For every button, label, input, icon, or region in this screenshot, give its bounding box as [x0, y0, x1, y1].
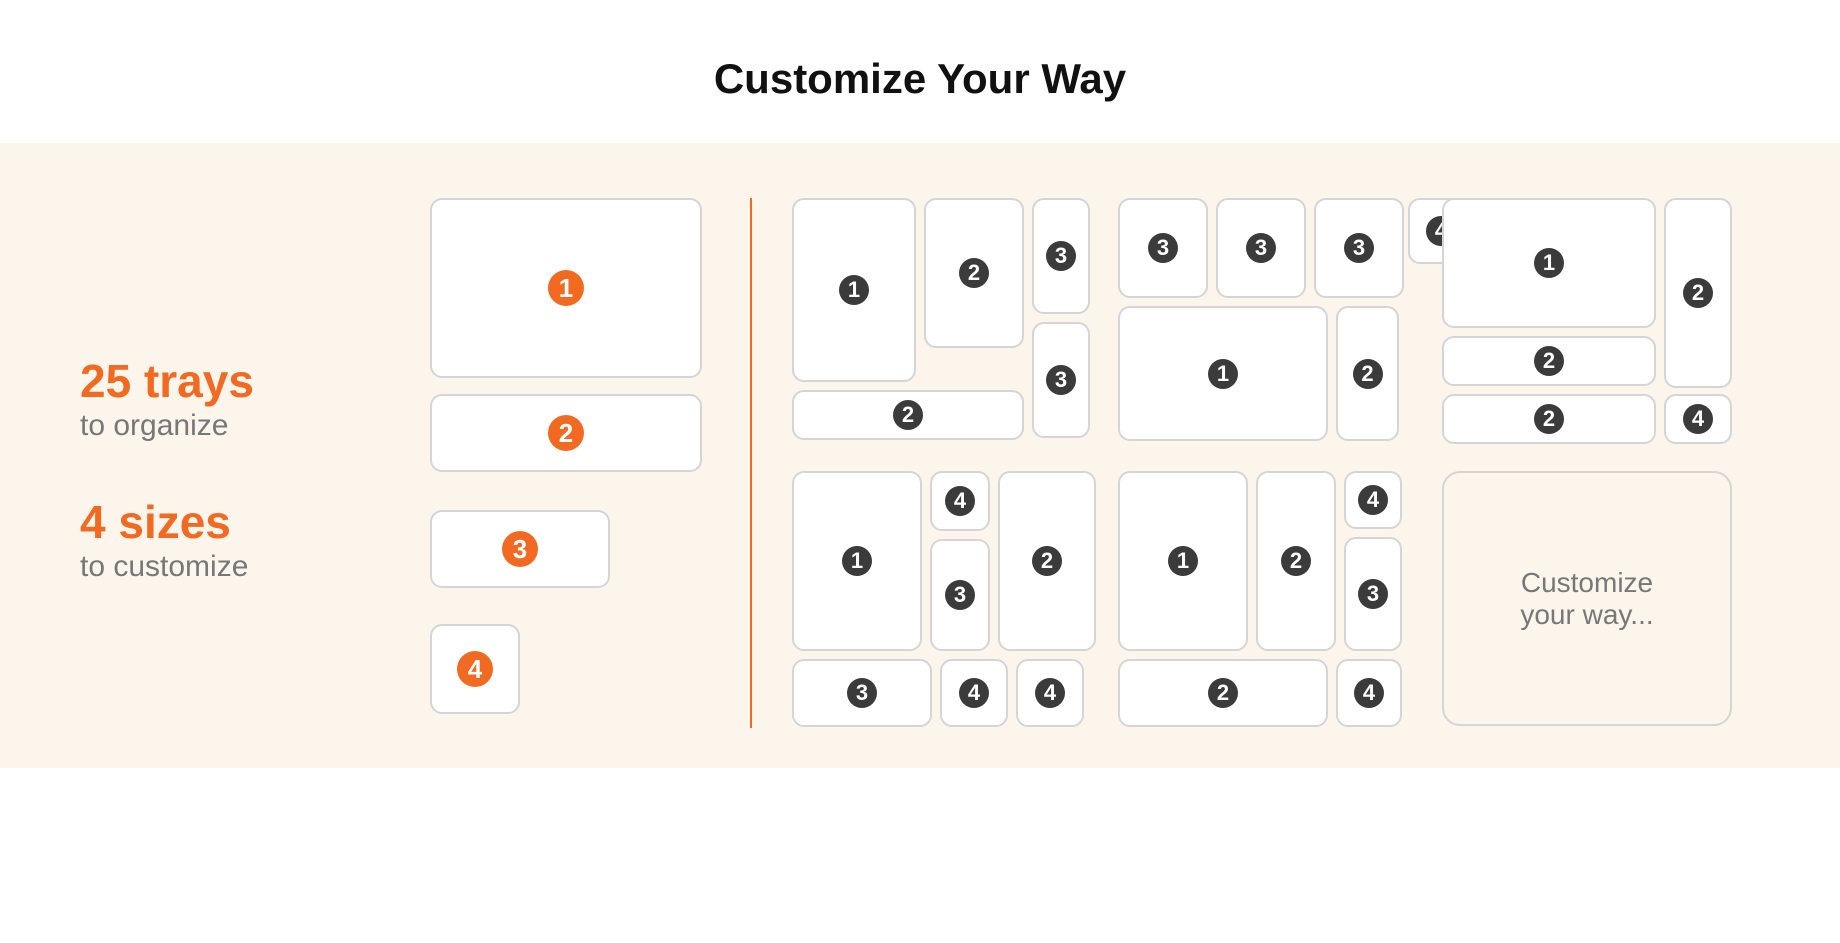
tray-number-badge: 2: [1534, 404, 1564, 434]
tray-size-4: 4: [1016, 659, 1084, 727]
tray-number-badge: 2: [1032, 546, 1062, 576]
tray-size-3: 3: [430, 510, 610, 588]
tray-number-badge: 1: [1168, 546, 1198, 576]
tray-size-1: 1: [792, 198, 916, 382]
tray-number-badge: 1: [1534, 248, 1564, 278]
tray-size-3: 3: [792, 659, 932, 727]
tray-size-1: 1: [1118, 471, 1248, 651]
tray-size-2: 2: [1442, 394, 1656, 444]
tray-size-1: 1: [1118, 306, 1328, 441]
tray-number-badge: 2: [1534, 346, 1564, 376]
tray-size-4: 4: [430, 624, 520, 714]
tray-number-badge: 2: [959, 258, 989, 288]
tray-size-2: 2: [1336, 306, 1399, 441]
tray-size-2: 2: [1442, 336, 1656, 386]
tray-size-2: 2: [998, 471, 1096, 651]
stat-trays-small: to organize: [80, 409, 430, 443]
tray-size-1: 1: [1442, 198, 1656, 328]
tray-size-3: 3: [1314, 198, 1404, 298]
tray-number-badge: 3: [1344, 233, 1374, 263]
info-panel: 25 trays to organize 4 sizes to customiz…: [0, 143, 1840, 768]
tray-size-4: 4: [940, 659, 1008, 727]
text-column: 25 trays to organize 4 sizes to customiz…: [80, 287, 430, 640]
customize-text-line1: Customize: [1521, 567, 1653, 599]
tray-number-badge: 2: [1208, 678, 1238, 708]
tray-size-1: 1: [430, 198, 702, 378]
tray-size-3: 3: [1118, 198, 1208, 298]
customize-your-way-box: Customizeyour way...: [1442, 471, 1732, 726]
tray-number-badge: 3: [1358, 579, 1388, 609]
vertical-divider: [750, 198, 752, 728]
tray-size-3: 3: [1032, 322, 1090, 438]
tray-size-3: 3: [1216, 198, 1306, 298]
tray-number-badge: 3: [847, 678, 877, 708]
tray-size-3: 3: [930, 539, 990, 651]
tray-size-4: 4: [930, 471, 990, 531]
tray-number-badge: 2: [1683, 278, 1713, 308]
tray-number-badge: 2: [1281, 546, 1311, 576]
tray-size-2: 2: [1256, 471, 1336, 651]
tray-size-2: 2: [924, 198, 1024, 348]
tray-number-badge: 3: [1246, 233, 1276, 263]
tray-number-badge: 3: [1046, 365, 1076, 395]
tray-number-badge: 4: [959, 678, 989, 708]
stat-sizes-big: 4 sizes: [80, 498, 430, 546]
stat-sizes-small: to customize: [80, 550, 430, 584]
tray-number-badge: 2: [548, 415, 584, 451]
layout-examples-column: 12332333124122241432344124324Customizeyo…: [792, 198, 1760, 728]
template-trays-column: 1 2 3 4: [430, 198, 720, 728]
tray-number-badge: 1: [842, 546, 872, 576]
tray-number-badge: 4: [1683, 404, 1713, 434]
tray-size-3: 3: [1032, 198, 1090, 314]
tray-number-badge: 3: [945, 580, 975, 610]
tray-size-2: 2: [792, 390, 1024, 440]
tray-size-3: 3: [1344, 537, 1402, 651]
tray-size-4: 4: [1344, 471, 1402, 529]
tray-number-badge: 3: [1046, 241, 1076, 271]
tray-number-badge: 1: [1208, 359, 1238, 389]
tray-number-badge: 3: [502, 531, 538, 567]
tray-number-badge: 4: [457, 651, 493, 687]
customize-text-line2: your way...: [1520, 599, 1653, 631]
tray-number-badge: 3: [1148, 233, 1178, 263]
tray-size-1: 1: [792, 471, 922, 651]
tray-size-4: 4: [1336, 659, 1402, 727]
page-title: Customize Your Way: [0, 0, 1840, 143]
tray-size-2: 2: [1664, 198, 1732, 388]
stat-trays-big: 25 trays: [80, 357, 430, 405]
tray-number-badge: 4: [1035, 678, 1065, 708]
tray-size-4: 4: [1664, 394, 1732, 444]
tray-number-badge: 1: [548, 270, 584, 306]
tray-number-badge: 4: [1358, 485, 1388, 515]
tray-number-badge: 2: [1353, 359, 1383, 389]
tray-size-2: 2: [1118, 659, 1328, 727]
tray-number-badge: 2: [893, 400, 923, 430]
tray-number-badge: 4: [945, 486, 975, 516]
tray-number-badge: 4: [1354, 678, 1384, 708]
tray-size-2: 2: [430, 394, 702, 472]
tray-number-badge: 1: [839, 275, 869, 305]
